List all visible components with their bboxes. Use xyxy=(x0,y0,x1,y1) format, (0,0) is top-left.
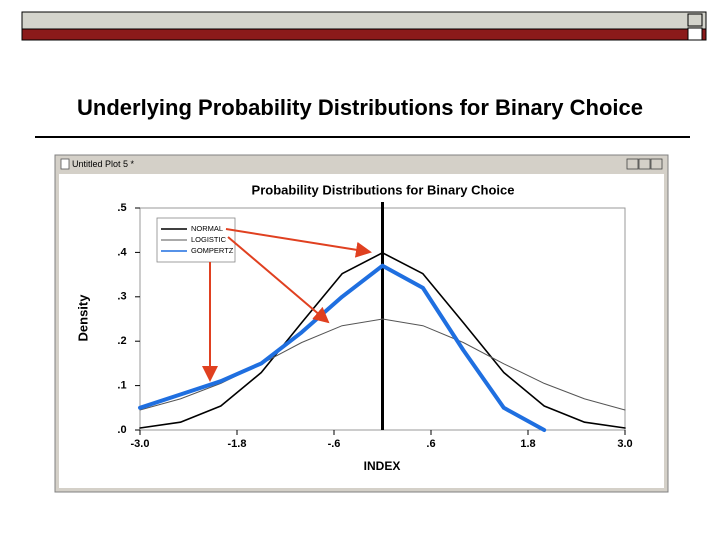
top-bar xyxy=(21,11,707,30)
x-tick-label: 3.0 xyxy=(617,438,632,450)
maximize-button[interactable] xyxy=(638,158,651,170)
x-tick-label: -.6 xyxy=(328,438,341,450)
window-titlebar xyxy=(57,157,666,172)
legend-label: GOMPERTZ xyxy=(191,246,234,255)
window-title: Untitled Plot 5 * xyxy=(72,159,135,169)
chart-title: Probability Distributions for Binary Cho… xyxy=(252,182,515,197)
x-tick-label: .6 xyxy=(426,438,435,450)
plot-canvas xyxy=(59,174,664,488)
window-icon xyxy=(60,158,70,170)
top-band xyxy=(21,28,707,41)
y-tick-label: .1 xyxy=(117,380,126,392)
close-button[interactable] xyxy=(650,158,663,170)
corner-square xyxy=(687,13,703,27)
y-tick-label: .4 xyxy=(117,246,127,258)
minimize-button[interactable] xyxy=(626,158,639,170)
corner-square xyxy=(687,27,703,41)
arrow xyxy=(227,236,330,324)
legend-label: NORMAL xyxy=(191,224,223,233)
y-tick-label: .5 xyxy=(117,202,126,214)
y-axis-label: Density xyxy=(75,294,90,342)
series-line xyxy=(138,263,547,432)
y-tick-label: .0 xyxy=(117,424,126,436)
series-line xyxy=(139,252,626,429)
x-axis-label: INDEX xyxy=(364,459,401,473)
series-line xyxy=(139,318,626,411)
y-tick-label: .2 xyxy=(117,335,126,347)
y-tick-label: .3 xyxy=(117,291,126,303)
slide-title: Underlying Probability Distributions for… xyxy=(77,95,643,120)
annotation-arrows xyxy=(202,228,372,382)
arrow xyxy=(225,228,372,258)
legend-label: LOGISTIC xyxy=(191,235,227,244)
x-tick-label: -3.0 xyxy=(131,438,150,450)
x-tick-label: 1.8 xyxy=(520,438,535,450)
x-tick-label: -1.8 xyxy=(228,438,247,450)
